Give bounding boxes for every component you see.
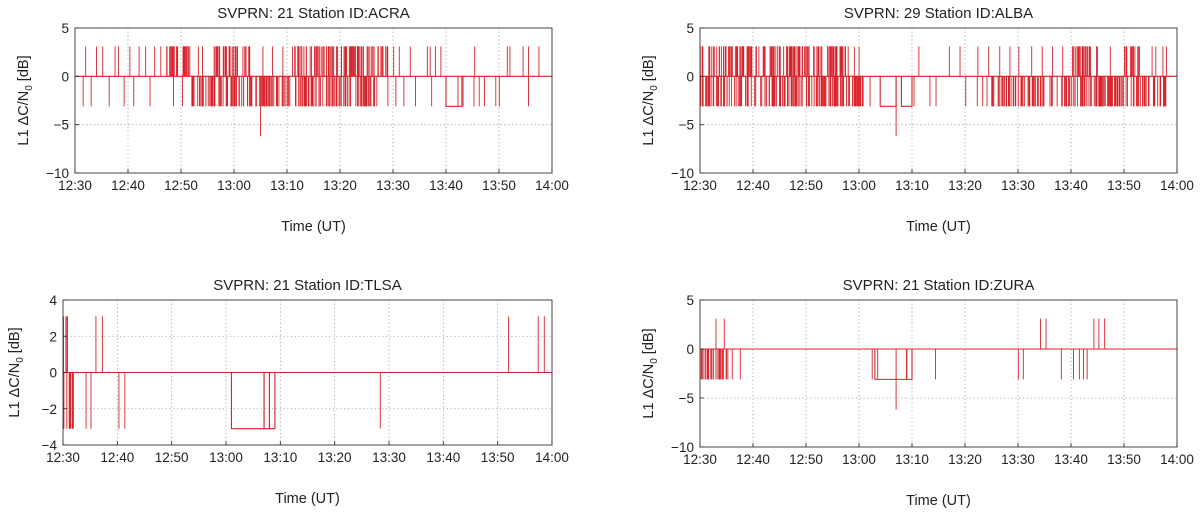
x-tick-label: 12:40	[111, 178, 145, 193]
x-tick-label: 12:40	[100, 450, 134, 465]
x-tick-label: 14:00	[535, 178, 569, 193]
chart-title: SVPRN: 21 Station ID:ZURA	[843, 277, 1035, 294]
y-axis-label: L1 ΔC/N0 [dB]	[7, 327, 26, 417]
y-tick-label: −5	[54, 118, 69, 133]
series-group	[699, 46, 1177, 137]
x-tick-label: 14:00	[535, 450, 569, 465]
chart-panel-2: SVPRN: 29 Station ID:ALBA 12:30 12:40 12:50…	[641, 5, 1194, 235]
x-tick-label: 13:00	[209, 450, 243, 465]
x-tick-label: 13:20	[948, 452, 982, 467]
series-group	[63, 316, 552, 430]
y-tick-label: 5	[686, 293, 694, 308]
x-tick-label: 13:40	[1054, 452, 1088, 467]
x-tick-label: 13:40	[429, 178, 463, 193]
y-axis-label: L1 ΔC/N0 [dB]	[16, 55, 35, 145]
y-tick-label: 2	[49, 329, 57, 344]
chart-title: SVPRN: 21 Station ID:TLSA	[213, 277, 401, 294]
plot-frame	[699, 27, 1178, 174]
y-tick-label: −4	[42, 438, 58, 453]
x-tick-label: 13:30	[1001, 178, 1035, 193]
x-axis-label: Time (UT)	[906, 219, 971, 235]
chart-title: SVPRN: 29 Station ID:ALBA	[844, 5, 1033, 22]
x-tick-label: 13:30	[372, 450, 406, 465]
x-tick-label: 13:00	[217, 178, 251, 193]
negative-block	[263, 372, 271, 430]
x-tick-label: 14:00	[1160, 178, 1194, 193]
y-tick-label: 5	[686, 21, 694, 36]
x-tick-label: 12:50	[789, 452, 823, 467]
x-tick-label: 13:10	[895, 452, 929, 467]
x-tick-label: 14:00	[1160, 452, 1194, 467]
x-tick-label: 12:50	[789, 178, 823, 193]
y-tick-label: −10	[671, 166, 694, 181]
chart-panel-4: SVPRN: 21 Station ID:ZURA 12:30 12:40 12:50…	[641, 277, 1194, 509]
x-tick-label: 12:40	[736, 178, 770, 193]
x-tick-label: 13:50	[481, 450, 515, 465]
plot-frame	[74, 27, 553, 174]
x-tick-label: 13:00	[842, 452, 876, 467]
y-axis-label: L1 ΔC/N0 [dB]	[641, 328, 660, 418]
x-tick-label: 13:50	[482, 178, 516, 193]
x-tick-label: 12:30	[683, 178, 717, 193]
chart-title: SVPRN: 21 Station ID:ACRA	[217, 5, 410, 22]
x-tick-label: 12:30	[58, 178, 92, 193]
x-tick-label: 13:10	[263, 450, 297, 465]
x-tick-label: 13:50	[1107, 178, 1141, 193]
x-tick-label: 13:30	[1001, 452, 1035, 467]
x-tick-label: 12:30	[683, 452, 717, 467]
negative-block	[268, 372, 276, 430]
x-tick-label: 13:20	[318, 450, 352, 465]
x-tick-label: 13:30	[376, 178, 410, 193]
negative-block	[445, 76, 463, 107]
plot-frame	[699, 299, 1178, 448]
y-tick-label: 0	[61, 69, 69, 84]
x-tick-label: 12:30	[46, 450, 80, 465]
x-tick-label: 12:40	[736, 452, 770, 467]
x-axis-label: Time (UT)	[281, 219, 346, 235]
negative-block	[874, 349, 908, 380]
x-tick-label: 13:00	[842, 178, 876, 193]
x-tick-label: 13:20	[323, 178, 357, 193]
negative-block	[906, 349, 913, 380]
y-tick-label: −10	[46, 166, 69, 181]
x-tick-label: 13:10	[895, 178, 929, 193]
series-group	[700, 318, 1177, 410]
y-tick-label: 4	[49, 293, 57, 308]
x-tick-label: 13:10	[270, 178, 304, 193]
x-axis-label: Time (UT)	[906, 493, 971, 509]
x-tick-label: 12:50	[155, 450, 189, 465]
y-tick-label: 0	[686, 342, 694, 357]
y-tick-label: −5	[679, 391, 694, 406]
y-tick-label: 0	[49, 366, 57, 381]
negative-block	[879, 76, 897, 107]
x-axis-label: Time (UT)	[275, 491, 340, 507]
x-tick-label: 13:40	[1054, 178, 1088, 193]
chart-panel-1: SVPRN: 21 Station ID:ACRA 12:30 12:40 12:50…	[16, 5, 569, 235]
y-axis-label: L1 ΔC/N0 [dB]	[641, 55, 660, 145]
x-tick-label: 13:40	[426, 450, 460, 465]
y-tick-label: −5	[679, 118, 694, 133]
x-tick-label: 13:20	[948, 178, 982, 193]
y-tick-label: −2	[42, 402, 57, 417]
series-group	[75, 46, 552, 137]
negative-block	[900, 76, 913, 107]
y-tick-label: 5	[61, 21, 69, 36]
chart-panel-3: SVPRN: 21 Station ID:TLSA 12:30 12:40 12:50…	[7, 277, 569, 507]
x-tick-label: 12:50	[164, 178, 198, 193]
negative-block	[230, 372, 265, 430]
y-tick-label: −10	[671, 440, 694, 455]
y-tick-label: 0	[686, 69, 694, 84]
x-tick-label: 13:50	[1107, 452, 1141, 467]
